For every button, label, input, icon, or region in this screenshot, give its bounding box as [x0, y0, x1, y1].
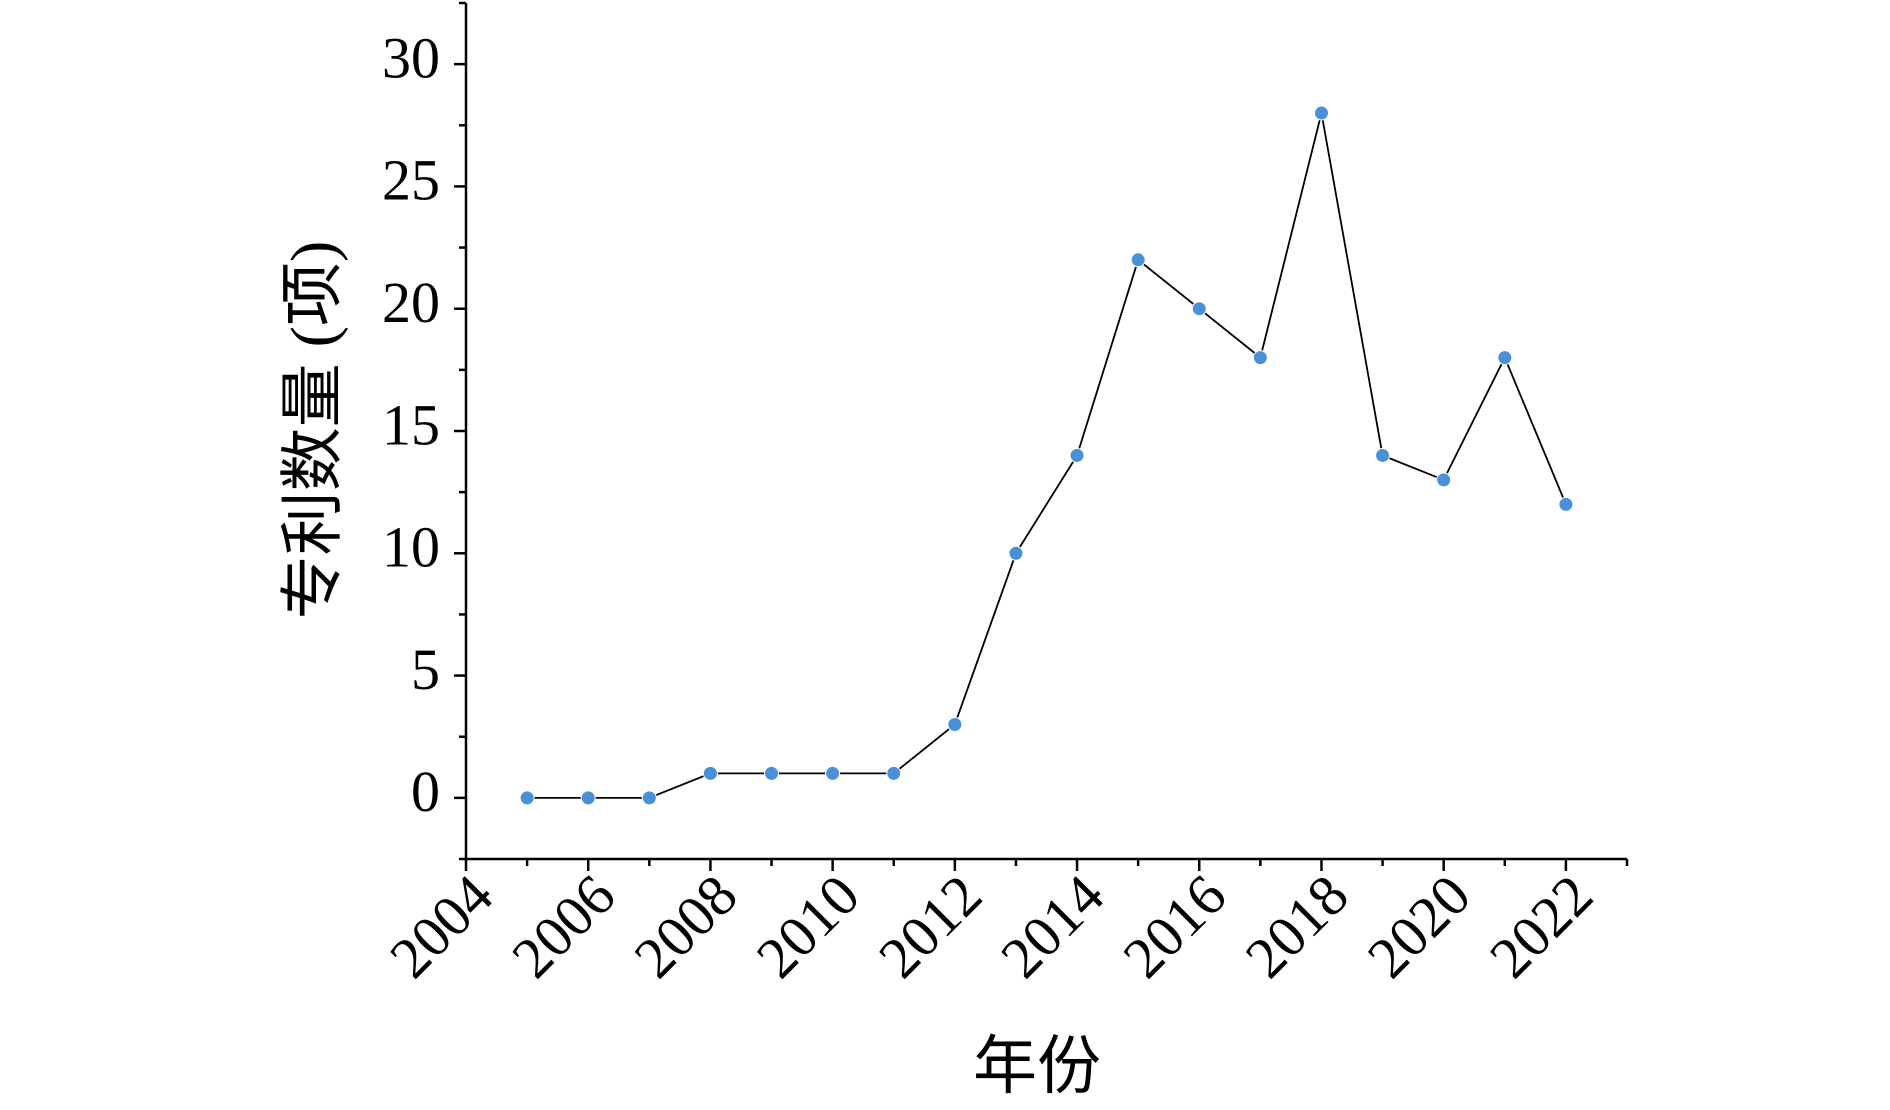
point [1252, 350, 1268, 366]
x-tick-label: 2020 [1355, 862, 1483, 990]
point [1008, 545, 1024, 561]
point [1497, 350, 1513, 366]
y-tick-label: 20 [382, 270, 440, 335]
point [764, 765, 780, 781]
x-tick-label: 2022 [1477, 862, 1605, 990]
point [1130, 252, 1146, 268]
y-tick-label: 15 [382, 392, 440, 457]
x-tick-label: 2016 [1110, 862, 1238, 990]
line [527, 112, 1567, 799]
point [641, 790, 657, 806]
y-axis-title: 专利数量 (项) [278, 241, 349, 620]
point [947, 716, 963, 732]
y-tick-label: 0 [411, 759, 440, 824]
point [1313, 105, 1329, 121]
point [519, 790, 535, 806]
point [1375, 447, 1391, 463]
x-axis-title: 年份 [973, 1031, 1101, 1102]
y-tick-label: 30 [382, 25, 440, 90]
point [702, 765, 718, 781]
point [825, 765, 841, 781]
x-tick-label: 2010 [744, 862, 872, 990]
x-tick-label: 2004 [377, 862, 505, 990]
point [1191, 301, 1207, 317]
y-tick-label: 10 [382, 515, 440, 580]
x-tick-label: 2006 [499, 862, 627, 990]
x-tick-label: 2018 [1233, 862, 1361, 990]
x-tick-label: 2014 [988, 862, 1116, 990]
point [1069, 447, 1085, 463]
x-tick-label: 2012 [866, 862, 994, 990]
point [1558, 496, 1574, 512]
y-tick-label: 5 [411, 637, 440, 702]
x-tick-label: 2008 [622, 862, 750, 990]
point [1436, 472, 1452, 488]
y-tick-label: 25 [382, 148, 440, 213]
point [886, 765, 902, 781]
point [580, 790, 596, 806]
